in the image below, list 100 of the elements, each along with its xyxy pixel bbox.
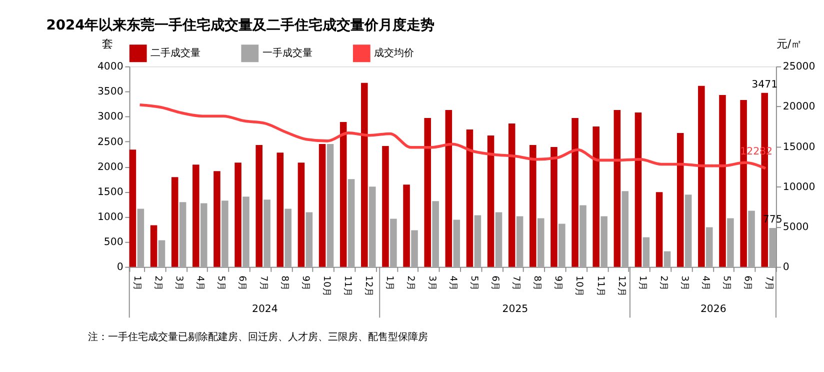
bar — [222, 200, 228, 267]
bar — [242, 196, 250, 267]
bar — [698, 86, 705, 267]
bar — [727, 218, 734, 267]
bar — [158, 240, 166, 267]
y2-tick-label: 15000 — [782, 142, 816, 153]
bar — [171, 177, 178, 267]
bar — [614, 110, 621, 267]
bar — [298, 162, 305, 267]
bar — [719, 94, 726, 267]
x-tick-label: 12月 — [616, 276, 627, 296]
x-tick-label: 11月 — [594, 276, 606, 296]
bar — [276, 152, 284, 267]
x-tick-label: 6月 — [489, 276, 500, 290]
x-tick-label: 6月 — [236, 276, 248, 290]
bar — [634, 112, 642, 267]
bar — [179, 202, 186, 267]
bar — [769, 228, 776, 267]
bar — [192, 164, 200, 267]
bar — [580, 205, 586, 267]
y-tick-label: 500 — [104, 237, 124, 248]
legend-label: 二手成交量 — [150, 47, 201, 60]
y-tick-label: 4000 — [97, 62, 124, 73]
bar — [530, 145, 536, 267]
bar — [466, 130, 474, 267]
bar — [424, 118, 431, 267]
text: 注：一手住宅成交量已剔除配建房、回迁房、人才房、三限房、配售型保障房 — [88, 330, 428, 343]
x-tick-label: 6月 — [742, 276, 754, 290]
bar — [592, 126, 600, 267]
x-tick-label: 1月 — [131, 276, 142, 290]
bar — [684, 194, 692, 267]
x-tick-label: 10月 — [574, 276, 585, 296]
bar — [368, 186, 376, 267]
y-tick-label: 0 — [116, 262, 124, 274]
bar — [284, 208, 292, 267]
bar — [676, 133, 684, 267]
y2-tick-label: 10000 — [782, 182, 816, 193]
bar — [256, 145, 262, 267]
y2-axis-title: 元/㎡ — [776, 37, 802, 50]
bar — [748, 210, 755, 267]
bar — [348, 179, 355, 267]
x-tick-label: 12月 — [363, 276, 374, 296]
bar — [403, 184, 410, 267]
y-tick-label: 2000 — [97, 162, 124, 173]
y-tick-label: 1500 — [97, 186, 124, 198]
x-tick-label: 8月 — [532, 276, 543, 290]
text: 2024 — [252, 304, 278, 316]
bar — [550, 147, 558, 267]
x-tick-label: 5月 — [216, 276, 227, 290]
x-tick-label: 1月 — [384, 276, 396, 290]
bar — [642, 237, 650, 267]
legend-label: 一手成交量 — [262, 47, 312, 60]
y-tick-label: 1000 — [97, 212, 124, 223]
bar — [706, 227, 713, 267]
bar — [656, 192, 663, 267]
bar — [445, 110, 452, 267]
bar — [495, 212, 502, 267]
x-tick-label: 8月 — [278, 276, 290, 290]
bar — [508, 124, 516, 267]
x-tick-label: 5月 — [721, 276, 732, 290]
bar — [474, 215, 482, 267]
bar — [487, 136, 494, 267]
x-tick-label: 2月 — [658, 276, 669, 290]
bar — [664, 251, 671, 267]
bar — [361, 82, 368, 267]
y-tick-label: 3500 — [97, 86, 124, 98]
x-tick-label: 7月 — [258, 276, 269, 290]
y2-tick-label: 20000 — [782, 102, 816, 113]
x-tick-label: 3月 — [174, 276, 185, 290]
bar — [622, 191, 629, 267]
bar — [340, 122, 347, 267]
x-tick-label: 2月 — [405, 276, 416, 290]
bar — [306, 212, 313, 267]
chart-title: 2024年以来东莞一手住宅成交量及二手住宅成交量价月度走势 — [46, 16, 435, 34]
bar — [558, 224, 566, 267]
y-tick-label: 2500 — [97, 136, 124, 148]
bar — [516, 216, 524, 267]
x-tick-label: 9月 — [300, 276, 311, 290]
y-axis-title: 套 — [102, 37, 114, 50]
bar — [137, 208, 144, 267]
bar — [129, 150, 136, 267]
data-label: 3471 — [752, 79, 778, 90]
y2-tick-label: 5000 — [782, 222, 809, 233]
y2-tick-label: 0 — [782, 262, 790, 274]
bar — [214, 171, 220, 267]
bar — [326, 144, 334, 267]
x-tick-label: 7月 — [763, 276, 774, 290]
x-tick-label: 3月 — [426, 276, 438, 290]
x-tick-label: 4月 — [194, 276, 206, 290]
text: 2026 — [700, 304, 726, 316]
x-tick-label: 10月 — [320, 276, 332, 296]
bar — [234, 162, 242, 267]
x-tick-label: 5月 — [468, 276, 480, 290]
text: 2025 — [502, 304, 528, 316]
x-tick-label: 9月 — [552, 276, 564, 290]
bar — [382, 146, 389, 267]
bar — [318, 144, 326, 267]
x-tick-label: 11月 — [342, 276, 354, 296]
x-tick-label: 4月 — [700, 276, 712, 290]
x-tick-label: 3月 — [679, 276, 690, 290]
